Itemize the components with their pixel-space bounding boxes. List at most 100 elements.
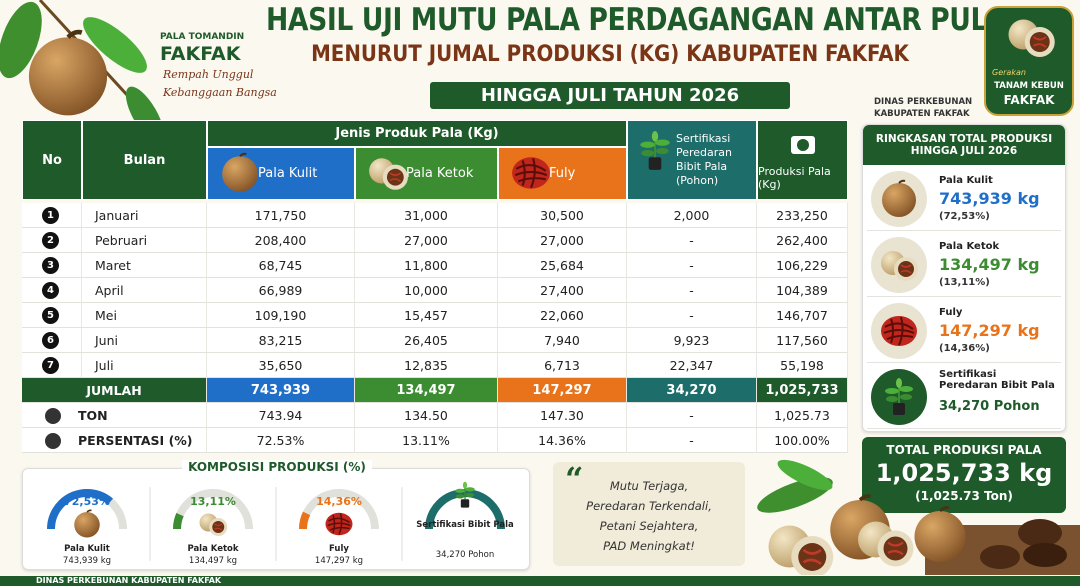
quote-line: PAD Meningkat! (603, 539, 695, 553)
row-cell: 9,923 (627, 328, 757, 353)
quote-line: Petani Sejahtera, (599, 519, 699, 533)
summary-value: 34,270 Pohon (939, 399, 1040, 414)
row-cell: 117,560 (757, 328, 848, 353)
row-cell: - (627, 303, 757, 328)
header-cell: Produksi Pala (Kg) (757, 120, 848, 200)
row-cell: 83,215 (207, 328, 355, 353)
logo-text: TANAM KEBUN (994, 81, 1064, 91)
composition-title: KOMPOSISI PRODUKSI (%) (23, 460, 531, 474)
summary-icon-shape (880, 315, 918, 347)
summary-icon (871, 303, 927, 359)
row-cell: 262,400 (757, 228, 848, 253)
row-cell: 12,835 (355, 353, 498, 378)
summary-title: RINGKASAN TOTAL PRODUKSI HINGGA JULI 202… (863, 125, 1065, 165)
row-cell: Juli (82, 353, 207, 378)
total-icon-shape (45, 433, 61, 449)
total-ton: (1,025.73 Ton) (915, 489, 1013, 503)
header-cell: No (22, 120, 82, 200)
row-cell: 15,457 (355, 303, 498, 328)
summary-icon (871, 369, 927, 425)
total-box: TOTAL PRODUKSI PALA 1,025,733 kg (1,025.… (862, 437, 1066, 513)
tagline: Kebanggaan Bangsa (163, 86, 277, 99)
gauge-label: 72,53% (64, 495, 110, 508)
gauge-name: Pala Kulit (64, 544, 110, 554)
summary-share: (72,53%) (939, 211, 990, 222)
row-cell: 27,000 (498, 228, 627, 253)
summary-item: Pala Ketok 134,497 kg (13,11%) (867, 233, 1061, 297)
icon-shape (221, 152, 259, 193)
row-cell: 2,000 (627, 203, 757, 228)
gauge-track (173, 489, 253, 530)
footer: DINAS PERKEBUNAN KABUPATEN FAKFAK (0, 576, 1080, 586)
row-number: 2 (42, 232, 59, 249)
row-cell: 26,405 (355, 328, 498, 353)
summary-share: (14,36%) (939, 343, 990, 354)
row-cell: 22,060 (498, 303, 627, 328)
gauge-icon (198, 512, 228, 537)
summary-item: Fuly 147,297 kg (14,36%) (867, 299, 1061, 363)
total-cell: 72.53% (207, 428, 355, 453)
nutmeg-pile (757, 459, 1080, 575)
row-cell: - (627, 278, 757, 303)
row-cell: 11,800 (355, 253, 498, 278)
total-cell: 147,297 (498, 378, 627, 403)
row-cell: 146,707 (757, 303, 848, 328)
row-cell: 7,940 (498, 328, 627, 353)
row-cell: 106,229 (757, 253, 848, 278)
quote-line: Mutu Terjaga, (609, 479, 689, 493)
row-number: 3 (42, 257, 59, 274)
summary-items: Pala Kulit 743,939 kg (72,53%) Pala Ketok 13… (863, 167, 1065, 431)
row-cell: 35,650 (207, 353, 355, 378)
total-cell: 743.94 (207, 403, 355, 428)
gauge-value: 34,270 Pohon (436, 550, 494, 560)
gauge-value: 147,297 kg (315, 556, 363, 566)
gauges: 72,53% Pala Kulit 743,939 kg 13,11% Pala Ket… (47, 481, 514, 566)
logo-text: Gerakan (992, 68, 1026, 77)
total-cell: 13.11% (355, 428, 498, 453)
row-cell: 68,745 (207, 253, 355, 278)
total-cell: 743,939 (207, 378, 355, 403)
row-cell: Januari (82, 203, 207, 228)
summary-item: Pala Kulit 743,939 kg (72,53%) (867, 167, 1061, 231)
gauge-label: 13,11% (190, 495, 236, 508)
total-value: 1,025,733 kg (875, 459, 1053, 487)
composition-title-text: KOMPOSISI PRODUKSI (%) (182, 460, 372, 474)
subtitle: MENURUT JUMAL PRODUKSI (KG) KABUPATEN FA… (311, 42, 909, 67)
total-cell: 1,025.73 (757, 403, 848, 428)
icon (368, 157, 409, 191)
total-cell: 147.30 (498, 403, 627, 428)
row-cell: 22,347 (627, 353, 757, 378)
summary-icon (871, 171, 927, 227)
quote-box: “ Mutu Terjaga, Peredaran Terkendali, Peta… (553, 460, 745, 566)
summary-name: Sertifikasi Peredaran Bibit Pala (939, 369, 1055, 391)
gauge-icon (324, 511, 354, 537)
agency: KABUPATEN FAKFAK (874, 109, 970, 119)
summary-item: Sertifikasi Peredaran Bibit Pala 34,270 P… (867, 365, 1061, 429)
row-cell: - (627, 228, 757, 253)
gauge-label: 14,36% (316, 495, 362, 508)
row-cell: Maret (82, 253, 207, 278)
quote-text: Mutu Terjaga, Peredaran Terkendali, Petani… (553, 476, 745, 556)
footer-text: DINAS PERKEBUNAN KABUPATEN FAKFAK (36, 576, 222, 585)
gauge-arc (47, 489, 127, 530)
total-cell: 134,497 (355, 378, 498, 403)
summary-value: 134,497 kg (939, 255, 1040, 274)
brand: FAKFAK (160, 43, 241, 65)
logo-text: FAKFAK (1003, 93, 1055, 107)
total-label: JUMLAH (22, 378, 207, 403)
row-cell: 6,713 (498, 353, 627, 378)
tagline: Rempah Unggul (163, 68, 254, 81)
total-icon (45, 408, 61, 424)
total-cell: 1,025,733 (757, 378, 848, 403)
icon-shape (511, 156, 551, 190)
composition-panel: KOMPOSISI PRODUKSI (%) 72,53% Pala Kulit 7… (22, 460, 530, 570)
gauge-icon (454, 481, 476, 509)
scale-shape (797, 139, 809, 151)
summary-panel: RINGKASAN TOTAL PRODUKSI HINGGA JULI 202… (862, 124, 1066, 432)
icon (511, 156, 551, 190)
row-cell: 27,400 (498, 278, 627, 303)
agency: DINAS PERKEBUNAN (874, 97, 973, 107)
row-cell: 233,250 (757, 203, 848, 228)
summary-share: (13,11%) (939, 277, 990, 288)
